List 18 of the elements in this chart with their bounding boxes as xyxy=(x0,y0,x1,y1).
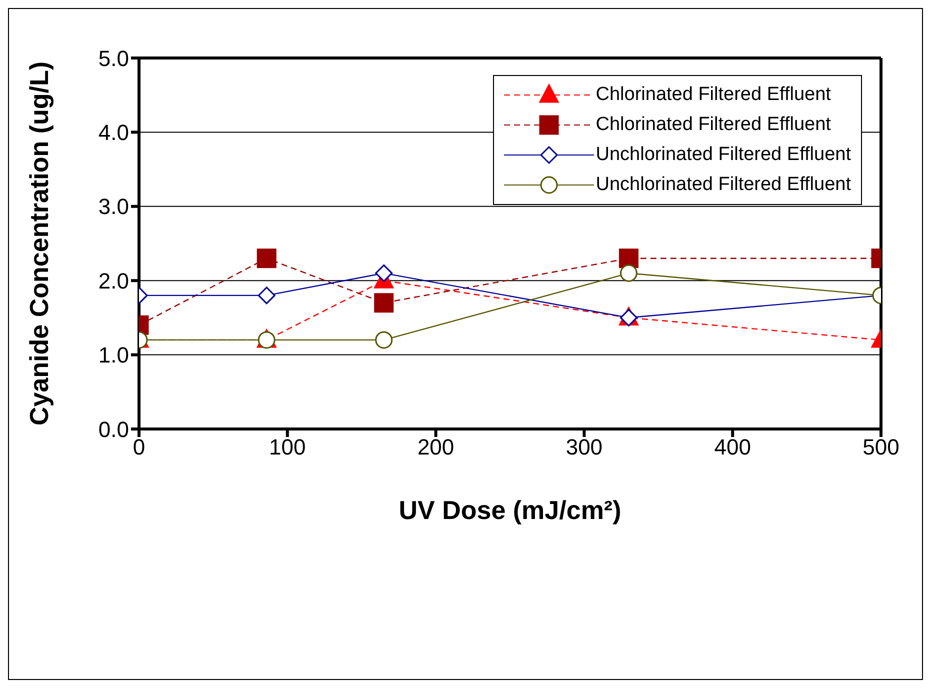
legend-label: Chlorinated Filtered Effluent xyxy=(596,114,831,136)
legend-label: Chlorinated Filtered Effluent xyxy=(596,84,831,106)
x-tick-label: 100 xyxy=(269,434,306,460)
x-tick-label: 0 xyxy=(132,434,146,460)
y-axis-title: Cyanide Concentration (ug/L) xyxy=(24,62,54,426)
y-tick-label: 3.0 xyxy=(98,194,129,220)
y-tick-label: 1.0 xyxy=(98,342,129,368)
y-tick-label: 2.0 xyxy=(98,268,129,294)
legend-label: Unchlorinated Filtered Effluent xyxy=(596,144,851,166)
legend-label: Unchlorinated Filtered Effluent xyxy=(596,174,851,196)
y-tick-label: 5.0 xyxy=(98,46,129,71)
y-tick-label: 0.0 xyxy=(98,416,129,442)
x-axis-title: UV Dose (mJ/cm²) xyxy=(398,495,622,525)
x-tick-label: 400 xyxy=(714,434,751,460)
x-tick-label: 300 xyxy=(566,434,603,460)
x-tick-label: 200 xyxy=(417,434,454,460)
y-tick-label: 4.0 xyxy=(98,120,129,146)
x-tick-label: 500 xyxy=(862,434,900,460)
